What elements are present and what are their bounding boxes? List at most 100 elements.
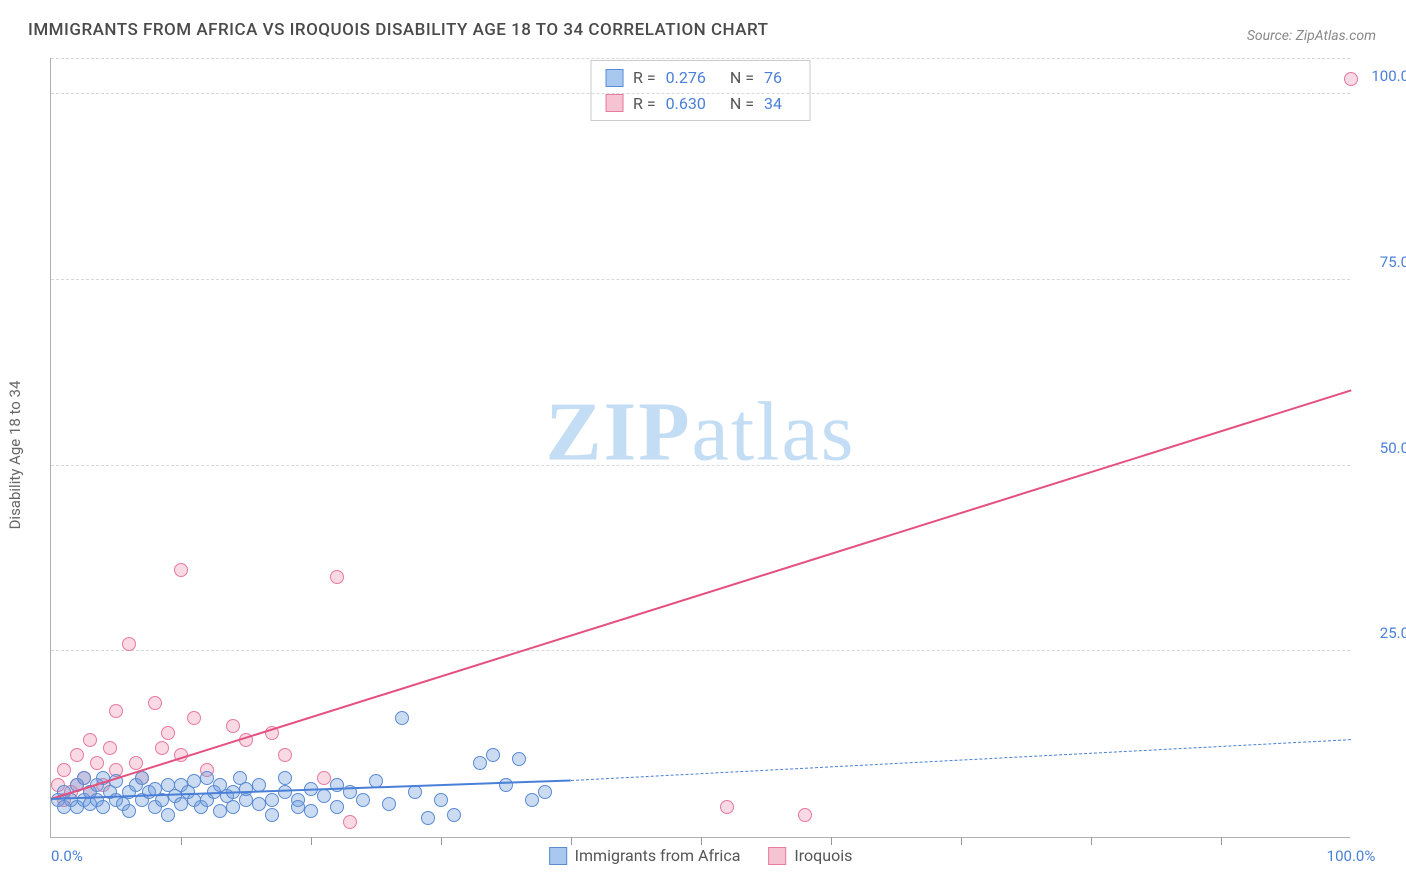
x-tick: [961, 837, 962, 845]
data-point: [434, 793, 448, 807]
data-point: [330, 800, 344, 814]
data-point: [109, 704, 123, 718]
data-point: [57, 763, 71, 777]
data-point: [103, 741, 117, 755]
data-point: [96, 800, 110, 814]
legend-stats-box: R = 0.276 N = 76 R = 0.630 N = 34: [590, 60, 811, 121]
legend-swatch-series-a: [605, 69, 623, 87]
data-point: [213, 804, 227, 818]
data-point: [252, 797, 266, 811]
data-point: [798, 808, 812, 822]
data-point: [278, 748, 292, 762]
x-tick: [311, 837, 312, 845]
data-point: [317, 771, 331, 785]
data-point: [265, 793, 279, 807]
trend-line: [51, 389, 1352, 799]
data-point: [83, 733, 97, 747]
y-tick-label: 75.0%: [1380, 253, 1406, 271]
x-tick: [1091, 837, 1092, 845]
n-label: N =: [730, 91, 754, 117]
data-point: [473, 756, 487, 770]
r-label: R =: [633, 65, 656, 91]
data-point: [356, 793, 370, 807]
data-point: [382, 797, 396, 811]
data-point: [486, 748, 500, 762]
gridline: [51, 58, 1350, 59]
data-point: [265, 808, 279, 822]
data-point: [148, 696, 162, 710]
x-tick: [441, 837, 442, 845]
data-point: [499, 778, 513, 792]
data-point: [77, 771, 91, 785]
data-point: [70, 748, 84, 762]
source-attribution: Source: ZipAtlas.com: [1247, 28, 1376, 44]
x-tick: [181, 837, 182, 845]
data-point: [317, 789, 331, 803]
data-point: [200, 771, 214, 785]
x-tick: [701, 837, 702, 845]
x-tick-label: 100.0%: [1327, 847, 1376, 865]
data-point: [187, 711, 201, 725]
chart-title: IMMIGRANTS FROM AFRICA VS IROQUOIS DISAB…: [28, 20, 769, 40]
data-point: [447, 808, 461, 822]
y-axis-label: Disability Age 18 to 34: [6, 381, 24, 530]
data-point: [720, 800, 734, 814]
legend-swatch-series-b: [605, 94, 623, 112]
data-point: [239, 782, 253, 796]
gridline: [51, 465, 1350, 466]
n-value-series-b: 34: [764, 91, 782, 117]
data-point: [278, 785, 292, 799]
legend-row-series-a: R = 0.276 N = 76: [605, 65, 796, 91]
data-point: [161, 726, 175, 740]
data-point: [187, 774, 201, 788]
data-point: [330, 570, 344, 584]
data-point: [408, 785, 422, 799]
y-tick-label: 25.0%: [1380, 624, 1406, 642]
chart-container: IMMIGRANTS FROM AFRICA VS IROQUOIS DISAB…: [0, 0, 1406, 892]
n-value-series-a: 76: [764, 65, 782, 91]
data-point: [129, 756, 143, 770]
x-tick-label: 0.0%: [51, 847, 83, 865]
data-point: [226, 800, 240, 814]
legend-label-series-b: Iroquois: [794, 846, 852, 865]
data-point: [525, 793, 539, 807]
data-point: [421, 811, 435, 825]
data-point: [1344, 72, 1358, 86]
x-tick: [1221, 837, 1222, 845]
legend-swatch-series-a: [549, 847, 567, 865]
data-point: [155, 741, 169, 755]
r-value-series-b: 0.630: [666, 91, 706, 117]
data-point: [291, 800, 305, 814]
legend-item-series-b: Iroquois: [768, 846, 852, 865]
x-tick: [571, 837, 572, 845]
y-tick-label: 50.0%: [1380, 439, 1406, 457]
trend-line: [571, 739, 1351, 781]
data-point: [161, 808, 175, 822]
data-point: [278, 771, 292, 785]
x-tick: [831, 837, 832, 845]
data-point: [512, 752, 526, 766]
data-point: [538, 785, 552, 799]
plot-area: ZIPatlas R = 0.276 N = 76 R = 0.630 N = …: [50, 58, 1350, 838]
gridline: [51, 279, 1350, 280]
legend-item-series-a: Immigrants from Africa: [549, 846, 741, 865]
data-point: [174, 563, 188, 577]
data-point: [122, 804, 136, 818]
n-label: N =: [730, 65, 754, 91]
legend-swatch-series-b: [768, 847, 786, 865]
data-point: [122, 637, 136, 651]
data-point: [90, 756, 104, 770]
r-value-series-a: 0.276: [666, 65, 706, 91]
legend-row-series-b: R = 0.630 N = 34: [605, 91, 796, 117]
watermark-logo: ZIPatlas: [546, 383, 856, 480]
data-point: [343, 815, 357, 829]
r-label: R =: [633, 91, 656, 117]
data-point: [304, 804, 318, 818]
data-point: [226, 719, 240, 733]
legend-label-series-a: Immigrants from Africa: [575, 846, 741, 865]
gridline: [51, 650, 1350, 651]
data-point: [395, 711, 409, 725]
gridline: [51, 93, 1350, 94]
y-tick-label: 100.0%: [1371, 67, 1406, 85]
legend-series-box: Immigrants from Africa Iroquois: [549, 846, 853, 865]
